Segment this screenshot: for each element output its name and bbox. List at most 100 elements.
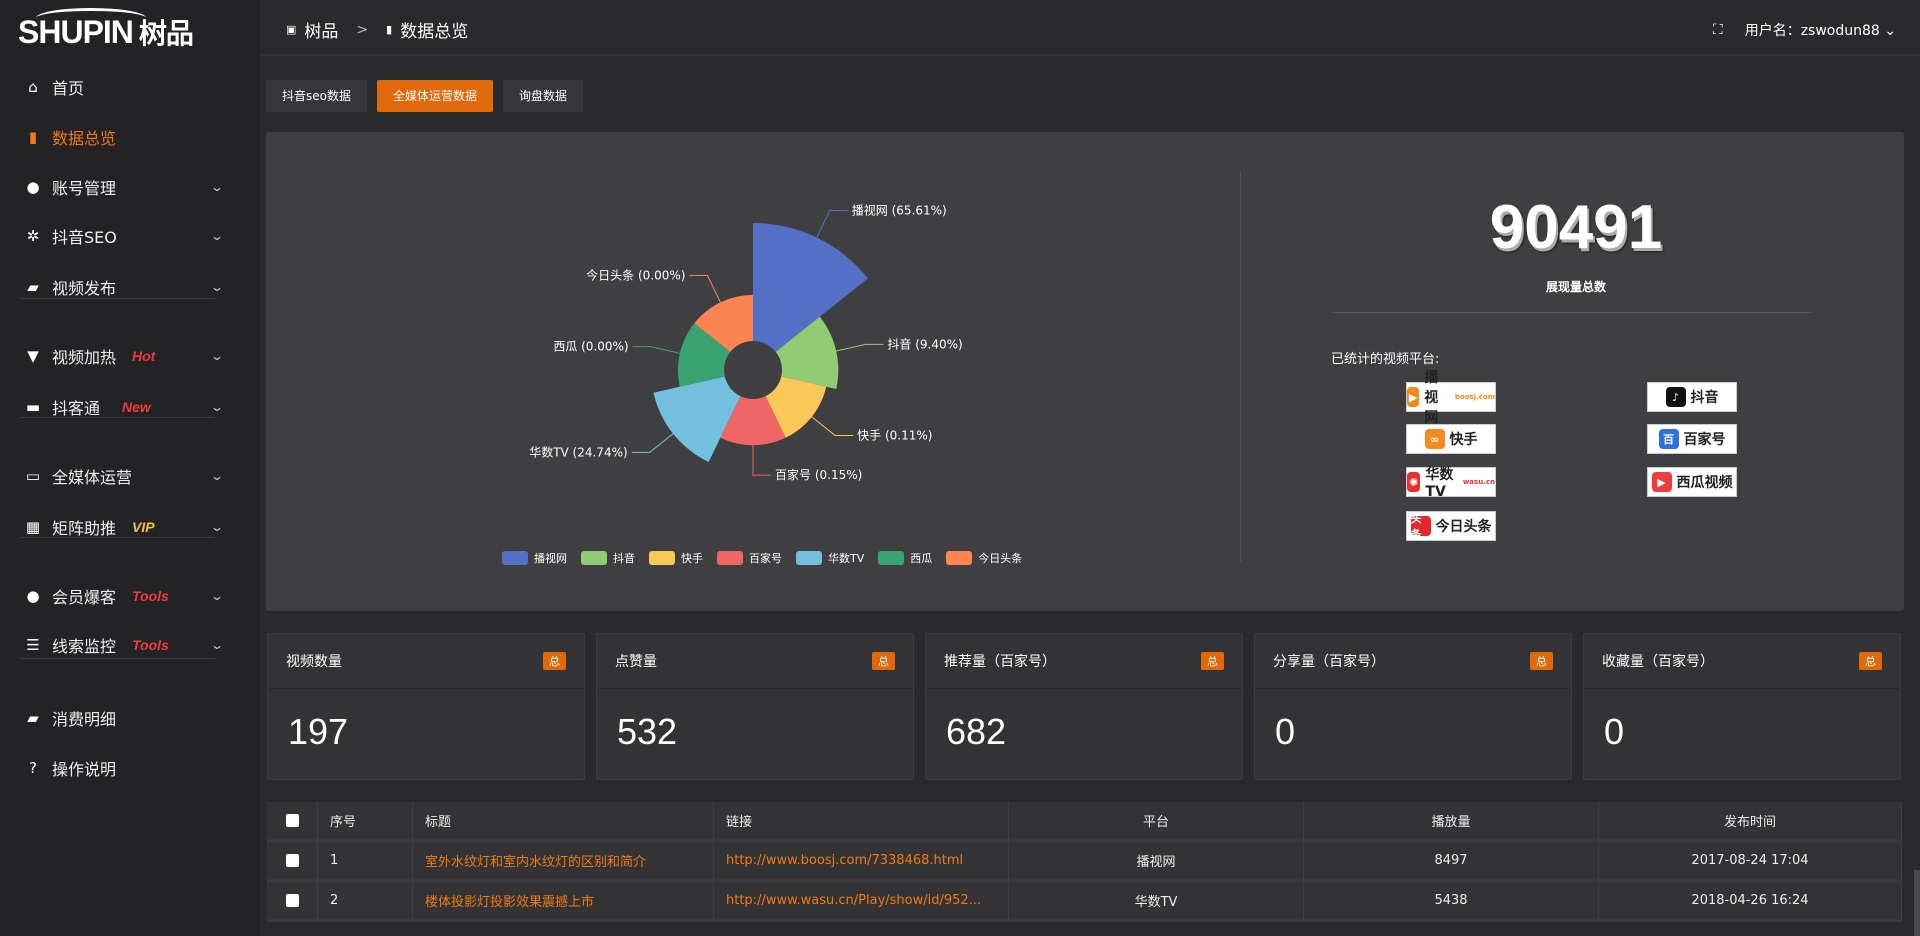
legend-swatch: [878, 551, 905, 565]
row-platform: 播视网: [1009, 842, 1304, 879]
platform-icon: ♪: [1665, 387, 1686, 407]
sidebar-item-tag: New: [122, 399, 151, 415]
platform-icon: 头条: [1410, 512, 1431, 541]
legend-label: 今日头条: [978, 552, 1023, 565]
camera-icon: ▰: [27, 278, 39, 296]
platform-name: 播视网: [1424, 370, 1439, 426]
row-title[interactable]: 室外水纹灯和室内水纹灯的区别和简介: [413, 842, 714, 879]
chevron-down-icon: ⌄: [209, 349, 225, 363]
summary-divider: [1332, 312, 1812, 313]
platform-icon: ∞: [1424, 429, 1445, 449]
slice-label-2: 快手 (0.11%): [857, 429, 932, 443]
chat-icon: ▬: [25, 398, 41, 416]
sidebar-item-7[interactable]: ▭ 全媒体运营 ⌄: [0, 453, 260, 499]
label-line-1: [832, 343, 884, 353]
row-checkbox[interactable]: [285, 854, 299, 867]
sidebar-item-2[interactable]: ● 账号管理 ⌄: [0, 164, 260, 210]
tab-inquiry[interactable]: 询盘数据: [503, 80, 584, 112]
legend-item-4[interactable]: 华数TV: [796, 550, 864, 566]
tab-all-media[interactable]: 全媒体运营数据: [376, 80, 493, 112]
sidebar-item-6[interactable]: ▬ 抖客通 New ⌄: [0, 384, 260, 430]
overview-panel: 播视网 (65.61%) 抖音 (9.40%) 快手 (0.11%) 百家号 (0.1…: [266, 132, 1904, 611]
legend-item-0[interactable]: 播视网: [502, 550, 567, 566]
sidebar-item-1[interactable]: ▮ 数据总览: [0, 114, 260, 160]
chevron-down-icon: ⌄: [209, 400, 225, 414]
row-publish-time: 2017-08-24 17:04: [1599, 842, 1902, 879]
rose-slice-2[interactable]: [765, 376, 827, 438]
sidebar-item-12[interactable]: ? 操作说明: [0, 745, 260, 791]
stat-card-0: 视频数量 总 197: [267, 633, 585, 780]
rose-slice-5[interactable]: [678, 323, 731, 387]
platforms-title: 已统计的视频平台:: [1331, 352, 1440, 367]
rose-slice-6[interactable]: [694, 295, 753, 352]
sidebar-item-4[interactable]: ▰ 视频发布 ⌄: [0, 264, 260, 310]
slice-label-1: 抖音 (9.40%): [887, 336, 962, 351]
stat-label: 视频数量: [286, 654, 342, 670]
sidebar-item-label: 会员爆客: [52, 588, 117, 607]
tab-douyin-seo[interactable]: 抖音seo数据: [266, 80, 367, 112]
rose-slice-0[interactable]: [753, 223, 868, 352]
stat-label: 分享量（百家号）: [1273, 654, 1385, 670]
legend-label: 播视网: [534, 552, 567, 565]
user-icon: ●: [26, 178, 40, 196]
logo[interactable]: SHUPIN 树品: [18, 8, 194, 52]
header-publish-time: 发布时间: [1599, 802, 1902, 839]
sidebar-item-9[interactable]: ● 会员爆客 Tools ⌄: [0, 573, 260, 619]
nav-divider: [20, 298, 215, 299]
platform-logo-3: 百百家号: [1647, 424, 1737, 454]
sidebar-item-10[interactable]: ☰ 线索监控 Tools ⌄: [0, 622, 260, 668]
legend-item-1[interactable]: 抖音: [581, 550, 635, 566]
rose-slice-4[interactable]: [653, 376, 741, 463]
scrollbar[interactable]: [1914, 870, 1920, 936]
sidebar-item-tag: Tools: [132, 637, 169, 653]
row-title[interactable]: 楼体投影灯投影效果震撼上市: [413, 882, 714, 919]
sidebar-item-11[interactable]: ▰ 消费明细: [0, 695, 260, 741]
rose-slice-3[interactable]: [720, 396, 786, 446]
sidebar-item-label: 线索监控: [52, 637, 117, 656]
legend-label: 快手: [681, 552, 703, 565]
sidebar-item-0[interactable]: ⌂ 首页: [0, 64, 260, 110]
label-line-2: [808, 413, 854, 437]
total-impressions-label: 展现量总数: [1545, 280, 1606, 294]
legend-swatch: [946, 551, 973, 565]
legend-swatch: [796, 551, 822, 565]
legend-item-5[interactable]: 西瓜: [878, 550, 932, 566]
select-all-checkbox[interactable]: [285, 814, 299, 827]
total-badge: 总: [872, 652, 895, 670]
help-icon: ?: [29, 759, 37, 777]
row-publish-time: 2018-04-26 16:24: [1599, 882, 1902, 919]
platform-logo-6: 头条 今日头条: [1406, 511, 1496, 541]
nav-divider: [20, 537, 215, 538]
table-row: 1 室外水纹灯和室内水纹灯的区别和简介 http://www.boosj.com/7…: [267, 842, 1902, 882]
sidebar-item-8[interactable]: ▦ 矩阵助推 VIP ⌄: [0, 504, 260, 550]
row-index: 1: [318, 842, 413, 879]
sidebar-item-label: 抖音SEO: [52, 228, 117, 247]
chevron-down-icon: ⌄: [209, 520, 225, 534]
row-link[interactable]: http://www.wasu.cn/Play/show/id/952...: [714, 882, 1009, 919]
legend-item-3[interactable]: 百家号: [717, 550, 782, 566]
platform-logo-0: ▶ 播视网 boosj.com: [1406, 370, 1496, 426]
row-link[interactable]: http://www.boosj.com/7338468.html: [714, 842, 1009, 879]
platform-sub: boosj.com: [1454, 393, 1495, 401]
stat-value: 532: [617, 711, 678, 752]
row-checkbox[interactable]: [285, 894, 299, 907]
breadcrumb-root[interactable]: 树品: [304, 22, 339, 42]
table-header: 序号 标题 链接 平台 播放量 发布时间: [267, 802, 1902, 842]
sidebar-item-3[interactable]: ✲ 抖音SEO ⌄: [0, 213, 260, 259]
sidebar-item-tag: Hot: [132, 348, 156, 364]
label-line-6: [689, 274, 723, 307]
fullscreen-icon[interactable]: ⛶: [1712, 22, 1723, 38]
nav-divider: [20, 658, 215, 659]
rose-slice-1[interactable]: [775, 316, 839, 389]
sidebar-item-5[interactable]: ▼ 视频加热 Hot ⌄: [0, 333, 260, 379]
legend-swatch: [502, 551, 528, 565]
chart-small-icon: ▣: [286, 23, 297, 36]
bar-chart-icon: ▮: [28, 128, 38, 146]
stat-label: 收藏量（百家号）: [1602, 654, 1714, 670]
legend-item-6[interactable]: 今日头条: [946, 550, 1022, 566]
sidebar-item-label: 抖客通: [52, 399, 101, 418]
total-badge: 总: [1530, 652, 1553, 670]
total-badge: 总: [543, 652, 566, 670]
user-menu[interactable]: 用户名：zswodun88 ⌄: [1745, 20, 1896, 40]
legend-item-2[interactable]: 快手: [649, 550, 703, 566]
